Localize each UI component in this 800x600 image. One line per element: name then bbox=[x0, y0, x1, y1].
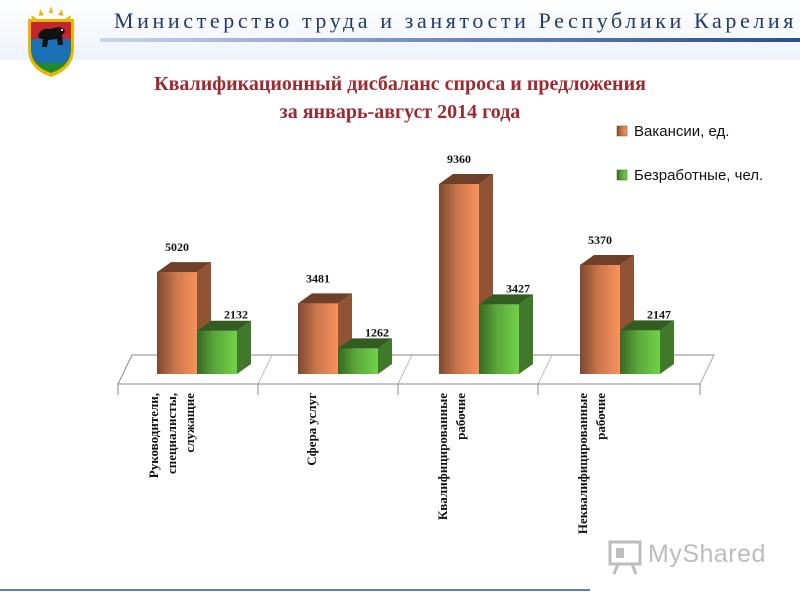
legend-label: Безработные, чел. bbox=[634, 167, 763, 184]
data-label: 5370 bbox=[588, 233, 612, 247]
x-tick-label: Руководители, bbox=[146, 393, 161, 478]
watermark: MyShared bbox=[606, 536, 766, 576]
presentation-board-icon bbox=[608, 540, 642, 575]
x-tick-label: Квалифицированные bbox=[435, 393, 450, 520]
x-tick-label: специалисты, bbox=[164, 393, 179, 474]
bar-top bbox=[620, 320, 674, 331]
header-divider bbox=[100, 38, 800, 42]
chart-title: Квалификационный дисбаланс спроса и пред… bbox=[40, 70, 760, 126]
bar-top bbox=[338, 338, 392, 349]
data-label: 3427 bbox=[506, 281, 530, 295]
bar-side bbox=[237, 320, 251, 374]
legend-label: Вакансии, ед. bbox=[634, 123, 729, 140]
floor-divider bbox=[257, 354, 273, 385]
bar-top bbox=[580, 254, 634, 265]
legend-swatch bbox=[616, 169, 628, 181]
data-label: 5020 bbox=[165, 240, 189, 254]
legend-swatch bbox=[616, 125, 628, 137]
x-tick-label: служащие bbox=[182, 393, 197, 453]
bar bbox=[439, 184, 479, 374]
bar-side bbox=[378, 338, 392, 374]
karelia-coat-of-arms-icon bbox=[18, 5, 84, 84]
chart-title-line-2: за январь-август 2014 года bbox=[279, 101, 521, 123]
data-label: 1262 bbox=[365, 325, 389, 339]
bar-top bbox=[479, 294, 533, 305]
x-tick-label: Неквалифицированные bbox=[575, 393, 590, 534]
x-tick-label: рабочие bbox=[593, 393, 608, 440]
floor-divider bbox=[699, 354, 715, 385]
bar-top bbox=[197, 320, 251, 331]
bar-top bbox=[298, 293, 352, 304]
watermark-text: MyShared bbox=[648, 540, 766, 568]
data-label: 9360 bbox=[447, 152, 471, 166]
bar bbox=[580, 264, 620, 374]
x-tick-label: Сфера услуг bbox=[304, 393, 319, 466]
organization-name: Министерство труда и занятости Республик… bbox=[114, 8, 798, 33]
bar bbox=[157, 272, 197, 374]
bar bbox=[338, 348, 378, 374]
data-label: 3481 bbox=[306, 271, 330, 285]
bar bbox=[479, 304, 519, 374]
floor-divider bbox=[537, 354, 553, 385]
bar bbox=[620, 330, 660, 374]
bar bbox=[197, 330, 237, 374]
data-label: 2132 bbox=[224, 308, 248, 322]
footer-divider bbox=[0, 589, 590, 591]
x-tick-label: рабочие bbox=[453, 393, 468, 440]
bar-side bbox=[660, 320, 674, 374]
chart-title-line-1: Квалификационный дисбаланс спроса и пред… bbox=[154, 73, 646, 95]
data-label: 2147 bbox=[647, 307, 671, 321]
bar-top bbox=[439, 174, 493, 184]
bar bbox=[298, 303, 338, 374]
bar-top bbox=[157, 262, 211, 273]
bar-side bbox=[519, 294, 533, 374]
header-band bbox=[0, 0, 800, 60]
floor-divider bbox=[397, 354, 413, 385]
